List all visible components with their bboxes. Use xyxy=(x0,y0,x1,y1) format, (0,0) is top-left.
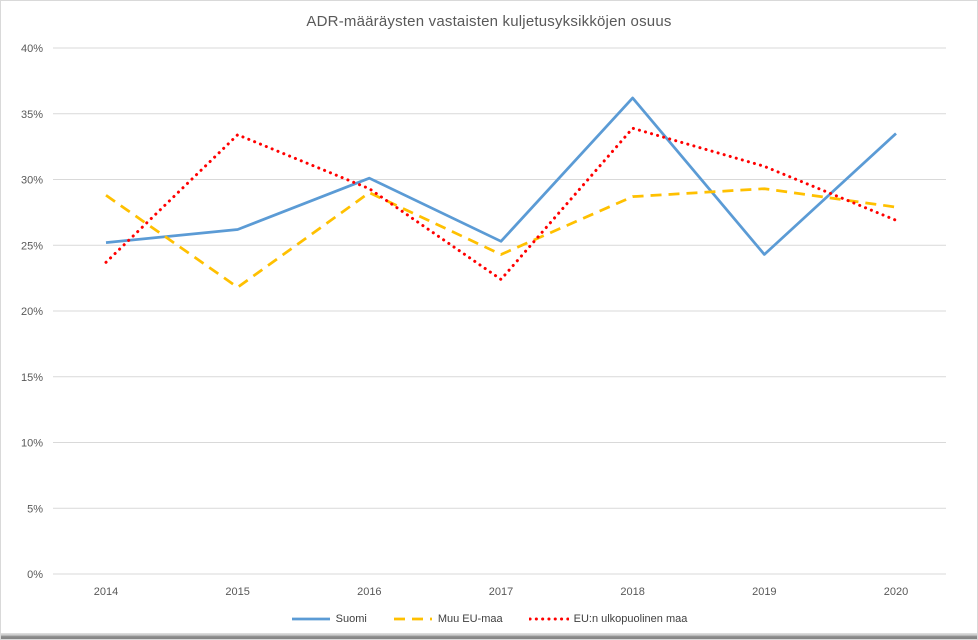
legend-label-eu-n-ulkopuolinen-maa: EU:n ulkopuolinen maa xyxy=(573,613,688,625)
legend-line-sample-muu-eu-maa xyxy=(393,617,432,621)
line-chart-plot-area: 0% 5% 10% 15% 20% 25% 30% 35% 40% 2014 2015 2016 201… xyxy=(21,43,946,598)
legend-item-suomi: Suomi xyxy=(291,613,367,625)
y-tick-label-40: 40% xyxy=(21,43,43,55)
y-tick-label-30: 30% xyxy=(21,175,43,187)
y-tick-label-35: 35% xyxy=(21,109,43,121)
x-tick-label-2014: 2014 xyxy=(94,586,118,598)
legend-line-sample-eu-n-ulkopuolinen-maa xyxy=(528,617,569,621)
x-tick-label-2016: 2016 xyxy=(357,586,381,598)
y-tick-label-20: 20% xyxy=(21,306,43,318)
y-tick-label-15: 15% xyxy=(21,372,43,384)
x-tick-label-2020: 2020 xyxy=(884,586,908,598)
y-tick-label-0: 0% xyxy=(27,569,43,581)
y-tick-label-10: 10% xyxy=(21,438,43,450)
series-line-muu-eu-maa xyxy=(105,187,897,289)
legend-line-sample-suomi xyxy=(291,617,330,621)
legend-label-suomi: Suomi xyxy=(335,613,367,625)
legend-item-muu-eu-maa: Muu EU-maa xyxy=(393,613,503,625)
chart-title: ADR-määräysten vastaisten kuljetusyksikk… xyxy=(306,13,672,30)
x-tick-label-2018: 2018 xyxy=(620,586,644,598)
x-tick-label-2015: 2015 xyxy=(225,586,249,598)
y-tick-label-25: 25% xyxy=(21,240,43,252)
x-tick-label-2019: 2019 xyxy=(752,586,776,598)
legend-label-muu-eu-maa: Muu EU-maa xyxy=(437,613,503,625)
window-bottom-edge xyxy=(1,633,977,639)
series-line-eu-n-ulkopuolinen-maa xyxy=(104,126,898,281)
y-tick-label-5: 5% xyxy=(27,503,43,515)
chart-legend: Suomi Muu EU-maa EU:n ulkopuolinen maa xyxy=(1,613,977,625)
series-line-suomi xyxy=(105,96,897,256)
x-tick-label-2017: 2017 xyxy=(489,586,513,598)
legend-item-eu-n-ulkopuolinen-maa: EU:n ulkopuolinen maa xyxy=(528,613,688,625)
